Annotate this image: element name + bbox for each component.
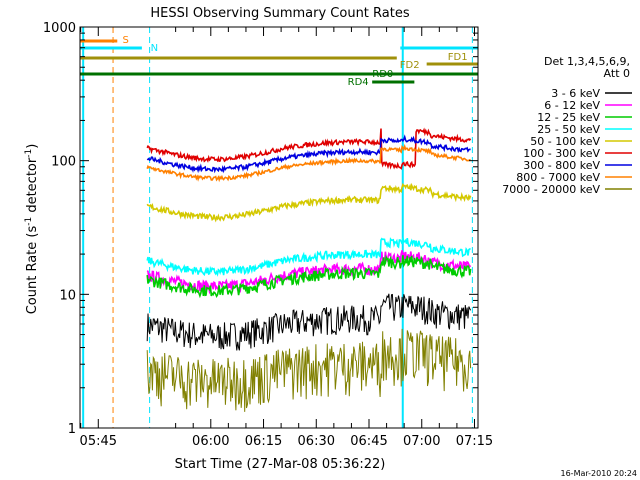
- y-tick-label: 100: [51, 155, 76, 170]
- series-line: [146, 293, 472, 351]
- x-axis-label: Start Time (27-Mar-08 05:36:22): [175, 457, 386, 472]
- series-line: [146, 254, 472, 299]
- series-line: [146, 127, 472, 170]
- flag-label: RD4: [348, 77, 369, 88]
- y-label-mid: detector: [25, 157, 40, 217]
- flag-label: S: [123, 35, 129, 46]
- y-tick-label: 1: [68, 422, 76, 437]
- legend-label: 800 - 7000 keV: [516, 171, 600, 184]
- legend-label: 12 - 25 keV: [537, 111, 600, 124]
- x-tick-label: 06:15: [245, 434, 282, 449]
- flag-label: FD2: [400, 60, 420, 71]
- x-tick-label: 06:45: [350, 434, 387, 449]
- y-tick-label: 1000: [43, 21, 76, 36]
- x-tick-label: 06:30: [298, 434, 335, 449]
- plot-frame: [79, 26, 479, 429]
- legend-label: 100 - 300 keV: [523, 147, 600, 160]
- series-line: [146, 134, 471, 174]
- chart-title: HESSI Observing Summary Count Rates: [150, 6, 409, 21]
- legend-label: 25 - 50 keV: [537, 123, 600, 136]
- series-line: [146, 143, 471, 183]
- flag-label: N: [151, 43, 158, 54]
- x-tick-label: 05:45: [80, 434, 117, 449]
- series-line: [146, 250, 472, 295]
- y-axis-label: Count Rate (s-1 detector-1): [24, 144, 40, 315]
- legend-label: 300 - 800 keV: [523, 159, 600, 172]
- legend-label: 7000 - 20000 keV: [502, 183, 600, 196]
- y-label-sup2: -1: [24, 149, 34, 158]
- y-label-main: Count Rate (s: [25, 226, 40, 315]
- series-line: [146, 328, 472, 412]
- legend-label: 50 - 100 keV: [530, 135, 600, 148]
- y-label-sup1: -1: [24, 217, 34, 226]
- y-tick-label: 10: [59, 288, 76, 303]
- x-tick-label: 06:00: [192, 434, 229, 449]
- series-line: [146, 237, 471, 277]
- legend-label: 3 - 6 keV: [551, 87, 600, 100]
- series-layer: [146, 127, 472, 412]
- x-tick-label: 07:00: [403, 434, 440, 449]
- y-label-end: ): [25, 144, 40, 149]
- legend-label: 6 - 12 keV: [544, 99, 600, 112]
- flag-label: FD1: [448, 52, 468, 63]
- legend-header-1: Det 1,3,4,5,6,9,: [544, 55, 630, 68]
- x-tick-label: 07:15: [456, 434, 493, 449]
- flag-label: RD0: [372, 69, 393, 80]
- legend-header-2: Att 0: [604, 67, 630, 80]
- axes: 1 10 100 1000 05:45 06:00 06:15 06:30 06:45 07:00…: [43, 21, 493, 449]
- series-line: [146, 182, 472, 223]
- footer-timestamp: 16-Mar-2010 20:24: [561, 469, 638, 478]
